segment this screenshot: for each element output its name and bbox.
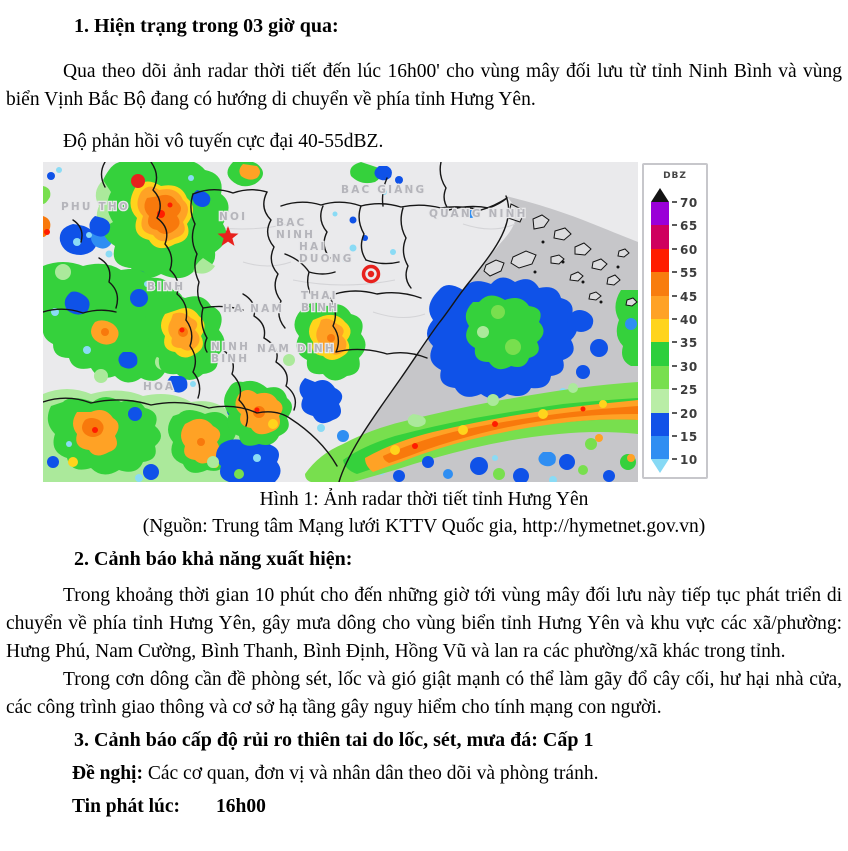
section-3-heading: 3. Cảnh báo cấp độ rủi ro thiên tai do l…	[74, 729, 594, 751]
legend-band	[651, 389, 669, 413]
legend-tick: 45	[672, 290, 706, 304]
legend-tick: 30	[672, 360, 706, 374]
legend-tick: 40	[672, 313, 706, 327]
legend-band	[651, 272, 669, 296]
province-label: BINH	[147, 281, 185, 293]
legend-tick: 10	[672, 453, 706, 467]
province-label: QUANG NINH	[429, 208, 528, 220]
recommendation-line: Đề nghị: Các cơ quan, đơn vị và nhân dân…	[72, 760, 842, 788]
paragraph-storm-danger: Trong cơn dông cần đề phòng sét, lốc và …	[6, 669, 842, 718]
recommendation-text: Các cơ quan, đơn vị và nhân dân theo dõi…	[142, 763, 599, 784]
legend-title: DBZ	[663, 171, 687, 181]
paragraph-radar-status: Qua theo dõi ảnh radar thời tiết đến lúc…	[6, 61, 842, 110]
dbz-legend: DBZ 70 65 60 55 45 40 35 30 25 20 15 10	[642, 163, 708, 479]
paragraph-warning-detail: Trong khoảng thời gian 10 phút cho đến n…	[6, 585, 842, 662]
legend-bottom-arrow-icon	[651, 459, 669, 473]
legend-tick: 55	[672, 266, 706, 280]
issue-time-label: Tin phát lúc:	[72, 796, 181, 817]
radar-figure: PHU THO BAC GIANG QUANG NINH NOI BAC NINH HAI D…	[43, 162, 713, 482]
legend-band	[651, 342, 669, 366]
legend-band	[651, 225, 669, 249]
province-label: HOA	[143, 381, 175, 393]
legend-band	[651, 202, 669, 226]
province-label: NOI	[219, 211, 247, 223]
section-1-heading: 1. Hiện trạng trong 03 giờ qua:	[74, 15, 339, 37]
province-label: PHU THO	[61, 201, 130, 213]
issue-time-line: Tin phát lúc: 16h00	[72, 793, 842, 821]
map-markers	[131, 174, 381, 284]
paragraph-reflectivity: Độ phản hồi vô tuyến cực đại 40-55dBZ.	[63, 131, 384, 152]
legend-top-arrow-icon	[651, 188, 669, 202]
legend-tick: 20	[672, 407, 706, 421]
issue-time-value: 16h00	[216, 796, 266, 817]
province-label: HA NAM	[223, 303, 284, 315]
precipitation-layer	[43, 162, 638, 482]
capital-star-marker-icon	[217, 226, 239, 246]
legend-band	[651, 412, 669, 436]
legend-tick: 35	[672, 336, 706, 350]
province-label: NAM DINH	[257, 343, 336, 355]
legend-color-bar	[651, 202, 669, 460]
legend-band	[651, 248, 669, 273]
legend-band	[651, 435, 669, 460]
legend-band	[651, 365, 669, 390]
red-dot-marker-icon	[131, 174, 145, 188]
legend-tick: 70	[672, 196, 706, 210]
legend-tick: 25	[672, 383, 706, 397]
province-label: BAC NINH	[276, 217, 315, 241]
province-label: NINH BINH	[211, 341, 250, 365]
province-label: THAI BINH	[301, 290, 339, 314]
figure-source: (Nguồn: Trung tâm Mạng lưới KTTV Quốc gi…	[142, 516, 706, 537]
legend-tick: 60	[672, 243, 706, 257]
legend-tick: 65	[672, 219, 706, 233]
legend-tick: 15	[672, 430, 706, 444]
province-label: HAI DUONG	[299, 241, 354, 265]
section-2-heading: 2. Cảnh báo khả năng xuất hiện:	[74, 548, 353, 570]
figure-caption: Hình 1: Ảnh radar thời tiết tỉnh Hưng Yê…	[259, 489, 589, 510]
recommendation-label: Đề nghị:	[72, 763, 143, 784]
island-outlines	[483, 203, 638, 307]
radar-station-marker-icon	[361, 264, 381, 284]
legend-band	[651, 318, 669, 343]
legend-band	[651, 295, 669, 319]
province-label: BAC GIANG	[341, 184, 426, 196]
province-borders	[43, 162, 510, 482]
